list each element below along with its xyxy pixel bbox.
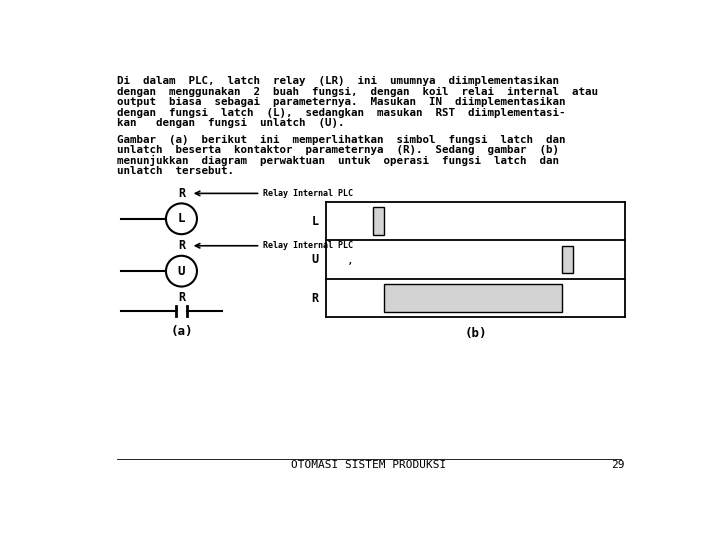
Text: R: R bbox=[178, 291, 185, 304]
Text: 29: 29 bbox=[611, 460, 625, 470]
Text: R: R bbox=[178, 239, 185, 252]
Text: L: L bbox=[178, 212, 185, 225]
Text: unlatch  tersebut.: unlatch tersebut. bbox=[117, 166, 234, 176]
Text: R: R bbox=[312, 292, 319, 305]
Text: L: L bbox=[312, 214, 319, 228]
Text: dengan  menggunakan  2  buah  fungsi,  dengan  koil  relai  internal  atau: dengan menggunakan 2 buah fungsi, dengan… bbox=[117, 87, 598, 97]
Text: Gambar  (a)  berikut  ini  memperlihatkan  simbol  fungsi  latch  dan: Gambar (a) berikut ini memperlihatkan si… bbox=[117, 134, 566, 145]
Text: unlatch  beserta  kontaktor  parameternya  (R).  Sedang  gambar  (b): unlatch beserta kontaktor parameternya (… bbox=[117, 145, 559, 155]
Text: output  biasa  sebagai  parameternya.  Masukan  IN  diimplementasikan: output biasa sebagai parameternya. Masuk… bbox=[117, 97, 566, 107]
Text: (a): (a) bbox=[170, 325, 193, 338]
Text: U: U bbox=[178, 265, 185, 278]
Bar bbox=[384, 284, 562, 312]
Text: Di  dalam  PLC,  latch  relay  (LR)  ini  umumnya  diimplementasikan: Di dalam PLC, latch relay (LR) ini umumn… bbox=[117, 76, 559, 86]
Text: ,: , bbox=[347, 256, 354, 266]
Text: Relay Internal PLC: Relay Internal PLC bbox=[263, 189, 353, 198]
Bar bbox=[373, 207, 384, 235]
Text: (b): (b) bbox=[464, 327, 487, 340]
Text: dengan  fungsi  latch  (L),  sedangkan  masukan  RST  diimplementasi-: dengan fungsi latch (L), sedangkan masuk… bbox=[117, 107, 566, 118]
Text: U: U bbox=[312, 253, 319, 266]
Text: R: R bbox=[178, 187, 185, 200]
Bar bbox=[562, 246, 573, 273]
Text: menunjukkan  diagram  perwaktuan  untuk  operasi  fungsi  latch  dan: menunjukkan diagram perwaktuan untuk ope… bbox=[117, 156, 559, 166]
Text: OTOMASI SISTEM PRODUKSI: OTOMASI SISTEM PRODUKSI bbox=[292, 460, 446, 470]
Text: kan   dengan  fungsi  unlatch  (U).: kan dengan fungsi unlatch (U). bbox=[117, 118, 345, 128]
Text: Relay Internal PLC: Relay Internal PLC bbox=[263, 241, 353, 250]
